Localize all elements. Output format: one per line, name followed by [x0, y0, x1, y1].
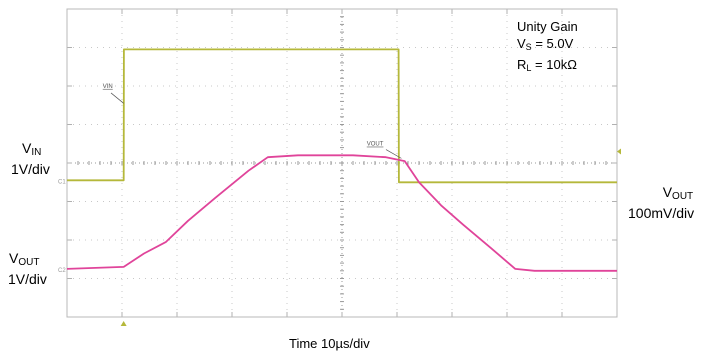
- load-resistance-label: RL = 10kΩ: [517, 57, 577, 73]
- channel-1-marker: C1: [58, 179, 66, 185]
- grid: [66, 8, 618, 318]
- trigger-level-marker: [617, 148, 621, 155]
- plot-frame: [66, 8, 618, 318]
- x-axis-label: Time 10µs/div: [289, 336, 370, 351]
- vout-scale-right: 100mV/div: [628, 205, 695, 221]
- trace-vin: [67, 48, 617, 184]
- supply-voltage-label: VS = 5.0V: [517, 36, 574, 52]
- test-conditions: Unity Gain VS = 5.0V RL = 10kΩ: [517, 18, 578, 77]
- vout-trace-tag: VOUT: [367, 142, 384, 148]
- traces: [66, 48, 617, 272]
- vin-tag-leader: [110, 92, 124, 104]
- vout-tag-leader: [385, 149, 402, 159]
- vout-channel-label-left: VOUT 1V/div: [8, 250, 47, 287]
- markers: C1 C2 VIN VOUT: [58, 84, 621, 326]
- trace-vout: [66, 154, 617, 272]
- trigger-time-marker: [120, 321, 127, 326]
- vin-trace-tag: VIN: [103, 84, 113, 90]
- channel-2-marker: C2: [58, 268, 66, 274]
- unity-gain-label: Unity Gain: [517, 19, 578, 34]
- vout-channel-label-right: VOUT 100mV/div: [628, 184, 695, 221]
- vin-scale: 1V/div: [11, 161, 50, 177]
- vout-scale-left: 1V/div: [8, 271, 47, 287]
- vin-channel-label: VIN 1V/div: [11, 140, 50, 177]
